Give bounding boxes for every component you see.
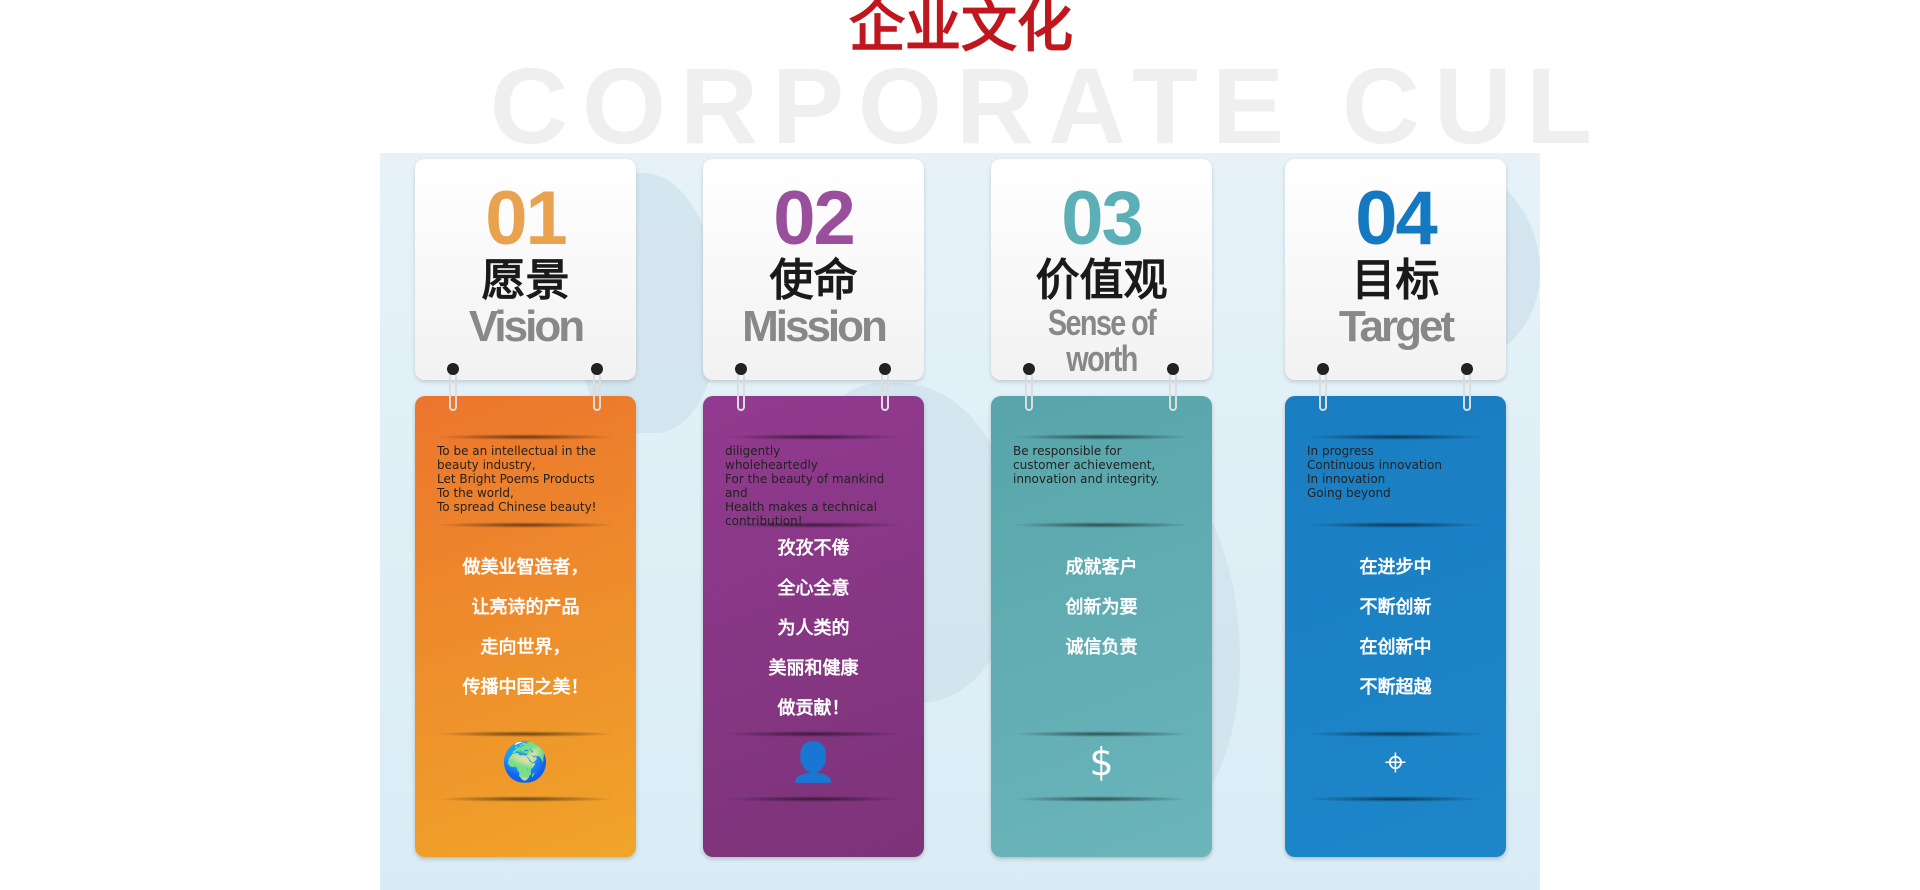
card-header: 01 愿景 Vision: [415, 159, 636, 380]
ring-icon: [447, 363, 459, 411]
card-header: 03 价值观 Sense of worth: [991, 159, 1212, 380]
card-title-cn: 价值观: [1035, 255, 1168, 306]
card-title-cn: 愿景: [481, 255, 570, 306]
card-english-text: In progress Continuous innovation In inn…: [1307, 444, 1442, 500]
card-body: diligently wholeheartedly For the beauty…: [703, 396, 924, 857]
card-title-en: Sense of worth: [1047, 302, 1157, 380]
card-chinese-line: 做美业智造者，: [462, 557, 589, 578]
card-chinese-line: 孜孜不倦: [777, 538, 850, 559]
ring-icon: [1317, 363, 1329, 411]
card-title-en: Vision: [468, 302, 585, 352]
card-chinese-line: 诚信负责: [1065, 637, 1138, 658]
card-english-text: To be an intellectual in the beauty indu…: [437, 444, 597, 514]
card-body: Be responsible for customer achievement,…: [991, 396, 1212, 857]
watermark-text: CORPORATE CUL: [490, 45, 1606, 166]
card-number: 03: [1061, 176, 1144, 261]
person-icon: 👤: [789, 740, 838, 784]
card-title-en: Mission: [742, 302, 888, 352]
card-number: 01: [485, 176, 568, 261]
dollar-icon: $: [1089, 740, 1114, 784]
page-title: 企业文化: [849, 0, 1073, 60]
card-number: 04: [1355, 176, 1438, 261]
globe-icon: 🌍: [501, 740, 550, 784]
card-title-cn: 使命: [769, 255, 858, 306]
card-header: 02 使命 Mission: [703, 159, 924, 380]
card-english-text: diligently wholeheartedly For the beauty…: [725, 444, 885, 528]
card-body: In progress Continuous innovation In inn…: [1285, 396, 1506, 857]
card-english-text: Be responsible for customer achievement,…: [1013, 444, 1160, 486]
target-icon: ⌖: [1384, 740, 1407, 784]
ring-icon: [1023, 363, 1035, 411]
ring-icon: [591, 363, 603, 411]
card-chinese-line: 不断创新: [1359, 597, 1432, 618]
card-chinese-line: 让亮诗的产品: [471, 597, 580, 618]
ring-icon: [1461, 363, 1473, 411]
card-chinese-line: 在进步中: [1359, 557, 1432, 578]
card-chinese-line: 传播中国之美！: [462, 677, 589, 698]
card-number: 02: [773, 176, 856, 261]
ring-icon: [879, 363, 891, 411]
card-header: 04 目标 Target: [1285, 159, 1506, 380]
card-chinese-line: 创新为要: [1065, 597, 1138, 618]
card-chinese-line: 不断超越: [1359, 677, 1432, 698]
ring-icon: [735, 363, 747, 411]
card-chinese-line: 全心全意: [777, 578, 850, 599]
ring-icon: [1167, 363, 1179, 411]
card-chinese-line: 成就客户: [1065, 557, 1138, 578]
card-chinese-line: 做贡献！: [777, 698, 850, 719]
card-chinese-line: 走向世界，: [480, 637, 571, 658]
card-body: To be an intellectual in the beauty indu…: [415, 396, 636, 857]
card-chinese-line: 美丽和健康: [768, 658, 859, 679]
card-chinese-line: 在创新中: [1359, 637, 1432, 658]
card-title-cn: 目标: [1351, 255, 1440, 306]
card-chinese-line: 为人类的: [777, 618, 850, 639]
card-title-en: Target: [1338, 302, 1455, 352]
